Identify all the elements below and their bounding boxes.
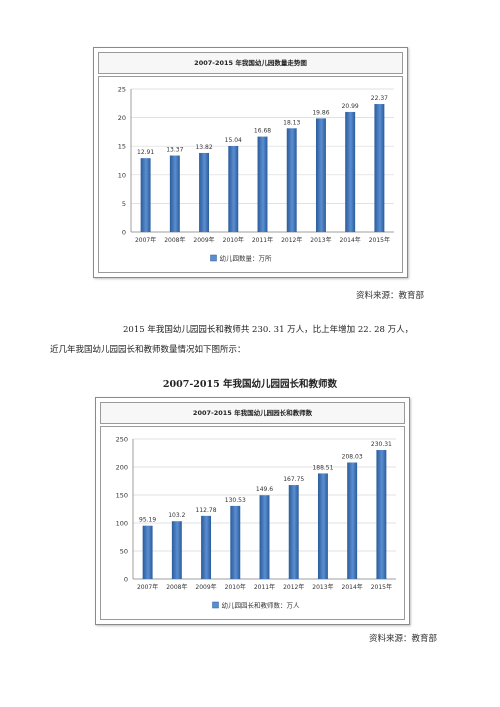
chart-1-svg: 0 5 10 15 20 25 12.91 2007年 13.37 2008年 13.82 2009年… (118, 86, 394, 263)
x-tick-label: 2013年 (310, 236, 331, 244)
x-tick-label: 2008年 (166, 583, 187, 591)
x-tick-label: 2008年 (164, 236, 185, 244)
bar-value-label: 167.75 (283, 476, 304, 483)
x-tick-label: 2009年 (195, 583, 216, 591)
y-tick-label: 5 (122, 200, 126, 208)
bar (169, 155, 180, 232)
bar (345, 111, 356, 232)
bar (347, 462, 358, 579)
y-tick-label: 150 (116, 492, 128, 500)
bar (286, 128, 297, 232)
x-tick-label: 2015年 (371, 583, 392, 591)
bar-value-label: 19.86 (312, 109, 329, 116)
source-note-2: 资料来源：教育部 (369, 634, 438, 644)
legend-label: 幼儿园数量：万所 (220, 254, 273, 263)
x-tick-label: 2011年 (254, 583, 275, 591)
bar-value-label: 149.6 (256, 486, 273, 493)
bar-value-label: 18.13 (283, 119, 300, 126)
y-tick-label: 200 (116, 464, 128, 472)
chart-2-plot-area: 0 50 100 150 200 250 95.19 2007年 103.2 2008年 112.7… (100, 426, 405, 620)
bar-value-label: 20.99 (342, 103, 359, 110)
bar-value-label: 15.04 (225, 137, 242, 144)
bar (374, 104, 385, 232)
chart-1-frame: 2007-2015 年我国幼儿园数量走势图 0 5 10 15 20 25 12.91 200… (93, 47, 408, 278)
x-tick-label: 2015年 (369, 236, 390, 244)
chart-2-svg: 0 50 100 150 200 250 95.19 2007年 103.2 2008年 112.7… (116, 436, 396, 610)
bar-value-label: 112.78 (196, 507, 217, 514)
legend-swatch (212, 601, 219, 609)
bar (288, 485, 299, 579)
bar-value-label: 12.91 (137, 149, 154, 156)
bar-value-label: 208.03 (342, 454, 363, 461)
y-tick-label: 0 (122, 229, 126, 237)
bar (201, 515, 212, 579)
x-tick-label: 2007年 (135, 236, 156, 244)
paragraph-line-1: 2015 年我国幼儿园园长和教师共 230. 31 万人，比上年增加 22. 2… (123, 325, 414, 335)
bar-value-label: 130.53 (225, 497, 246, 504)
bar (317, 473, 328, 579)
y-tick-label: 0 (124, 576, 128, 584)
bar-value-label: 103.2 (168, 512, 185, 519)
source-note-1: 资料来源：教育部 (356, 291, 425, 301)
bar (199, 152, 210, 232)
bar (376, 450, 387, 579)
bar-value-label: 13.37 (166, 147, 183, 154)
chart-1-title: 2007-2015 年我国幼儿园数量走势图 (98, 52, 403, 74)
x-tick-label: 2014年 (342, 583, 363, 591)
x-tick-label: 2007年 (137, 583, 158, 591)
x-tick-label: 2012年 (281, 236, 302, 244)
legend-swatch (210, 254, 217, 262)
x-tick-label: 2010年 (225, 583, 246, 591)
bar (315, 118, 326, 232)
x-tick-label: 2013年 (312, 583, 333, 591)
y-tick-label: 250 (116, 436, 128, 444)
x-tick-label: 2014年 (340, 236, 361, 244)
x-tick-label: 2009年 (193, 236, 214, 244)
chart-2-heading: 2007-2015 年我国幼儿园园长和教师数 (162, 379, 338, 390)
bar-value-label: 230.31 (371, 441, 392, 448)
y-tick-label: 15 (118, 143, 126, 151)
bar-value-label: 95.19 (139, 517, 156, 524)
y-tick-label: 50 (120, 548, 128, 556)
y-tick-label: 10 (118, 171, 126, 179)
x-tick-label: 2011年 (252, 236, 273, 244)
bar (140, 158, 151, 232)
legend-label: 幼儿园园长和教师数：万人 (222, 601, 301, 610)
bar (171, 521, 182, 579)
paragraph-line-2: 近几年我国幼儿园园长和教师数量情况如下图所示： (50, 345, 246, 355)
bar-value-label: 16.68 (254, 128, 271, 135)
chart-2-frame: 2007-2015 年我国幼儿园园长和教师数 0 50 100 150 200 250 95… (95, 397, 410, 625)
y-tick-label: 100 (116, 520, 128, 528)
x-tick-label: 2010年 (223, 236, 244, 244)
bar-value-label: 22.37 (371, 95, 388, 102)
bar-value-label: 188.51 (312, 464, 333, 471)
bar (142, 525, 153, 579)
y-tick-label: 25 (118, 86, 126, 94)
chart-2-title: 2007-2015 年我国幼儿园园长和教师数 (100, 402, 405, 424)
y-tick-label: 20 (118, 114, 126, 122)
bar (259, 495, 270, 579)
x-tick-label: 2012年 (283, 583, 304, 591)
chart-1-plot-area: 0 5 10 15 20 25 12.91 2007年 13.37 2008年 13.82 2009年… (98, 76, 403, 273)
bar (230, 505, 241, 579)
bar (257, 136, 268, 232)
bar-value-label: 13.82 (195, 144, 212, 151)
bar (228, 145, 239, 232)
